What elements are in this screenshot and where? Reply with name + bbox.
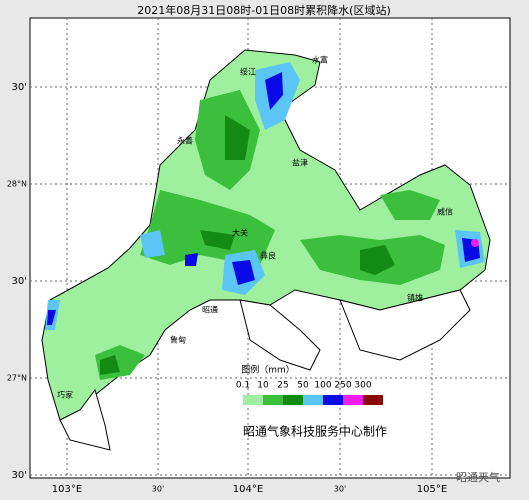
legend-swatch [243, 395, 263, 405]
place-name: 永善 [177, 136, 193, 146]
lat-label: 28°N [7, 180, 27, 189]
place-name: 绥江 [240, 67, 256, 77]
place-name: 巧家 [57, 390, 73, 400]
legend-swatch [363, 395, 383, 405]
legend-label: 300 [354, 381, 371, 391]
labels: 103°E 30' 104°E 30' 105°E 30' 28°N 30' 27°N 30' 绥江… [7, 55, 453, 496]
place-name: 彝良 [260, 251, 276, 261]
lat-label: 30' [12, 82, 27, 93]
legend-label: 10 [257, 381, 269, 391]
legend-swatch [303, 395, 323, 405]
outside-area [59, 289, 471, 451]
place-name: 昭通 [202, 305, 218, 315]
legend-label: 0.1 [236, 381, 250, 391]
lon-label: 105°E [417, 484, 447, 495]
lat-label: 30' [12, 470, 27, 481]
legend-swatch [283, 395, 303, 405]
precip-50 [45, 62, 485, 330]
legend-swatch [263, 395, 283, 405]
legend-swatch [323, 395, 343, 405]
legend-label: 25 [277, 381, 288, 391]
lat-label: 30' [12, 276, 27, 287]
lon-label: 30' [152, 485, 164, 494]
legend-label: 50 [297, 381, 309, 391]
lon-label: 30' [334, 485, 346, 494]
place-name: 鲁甸 [170, 335, 186, 345]
place-name: 威信 [437, 207, 453, 217]
place-name: 水富 [312, 55, 328, 65]
legend-label: 250 [334, 381, 351, 391]
legend-swatch [343, 395, 363, 405]
lon-label: 104°E [233, 484, 263, 495]
legend-label: 100 [314, 381, 331, 391]
precip-10 [95, 90, 445, 380]
place-name: 镇雄 [407, 293, 423, 303]
credit: 昭通气象科技服务中心制作 [243, 424, 387, 439]
title: 2021年08月31日08时-01日08时累积降水(区域站) [137, 3, 391, 17]
place-name: 盐津 [292, 158, 308, 168]
place-name: 大关 [232, 228, 248, 238]
precip-250 [471, 239, 479, 247]
lon-label: 103°E [52, 484, 82, 495]
lat-label: 27°N [7, 374, 27, 383]
watermark: 昭通天气 [456, 470, 500, 484]
legend-title: 图例（mm） [241, 364, 295, 376]
